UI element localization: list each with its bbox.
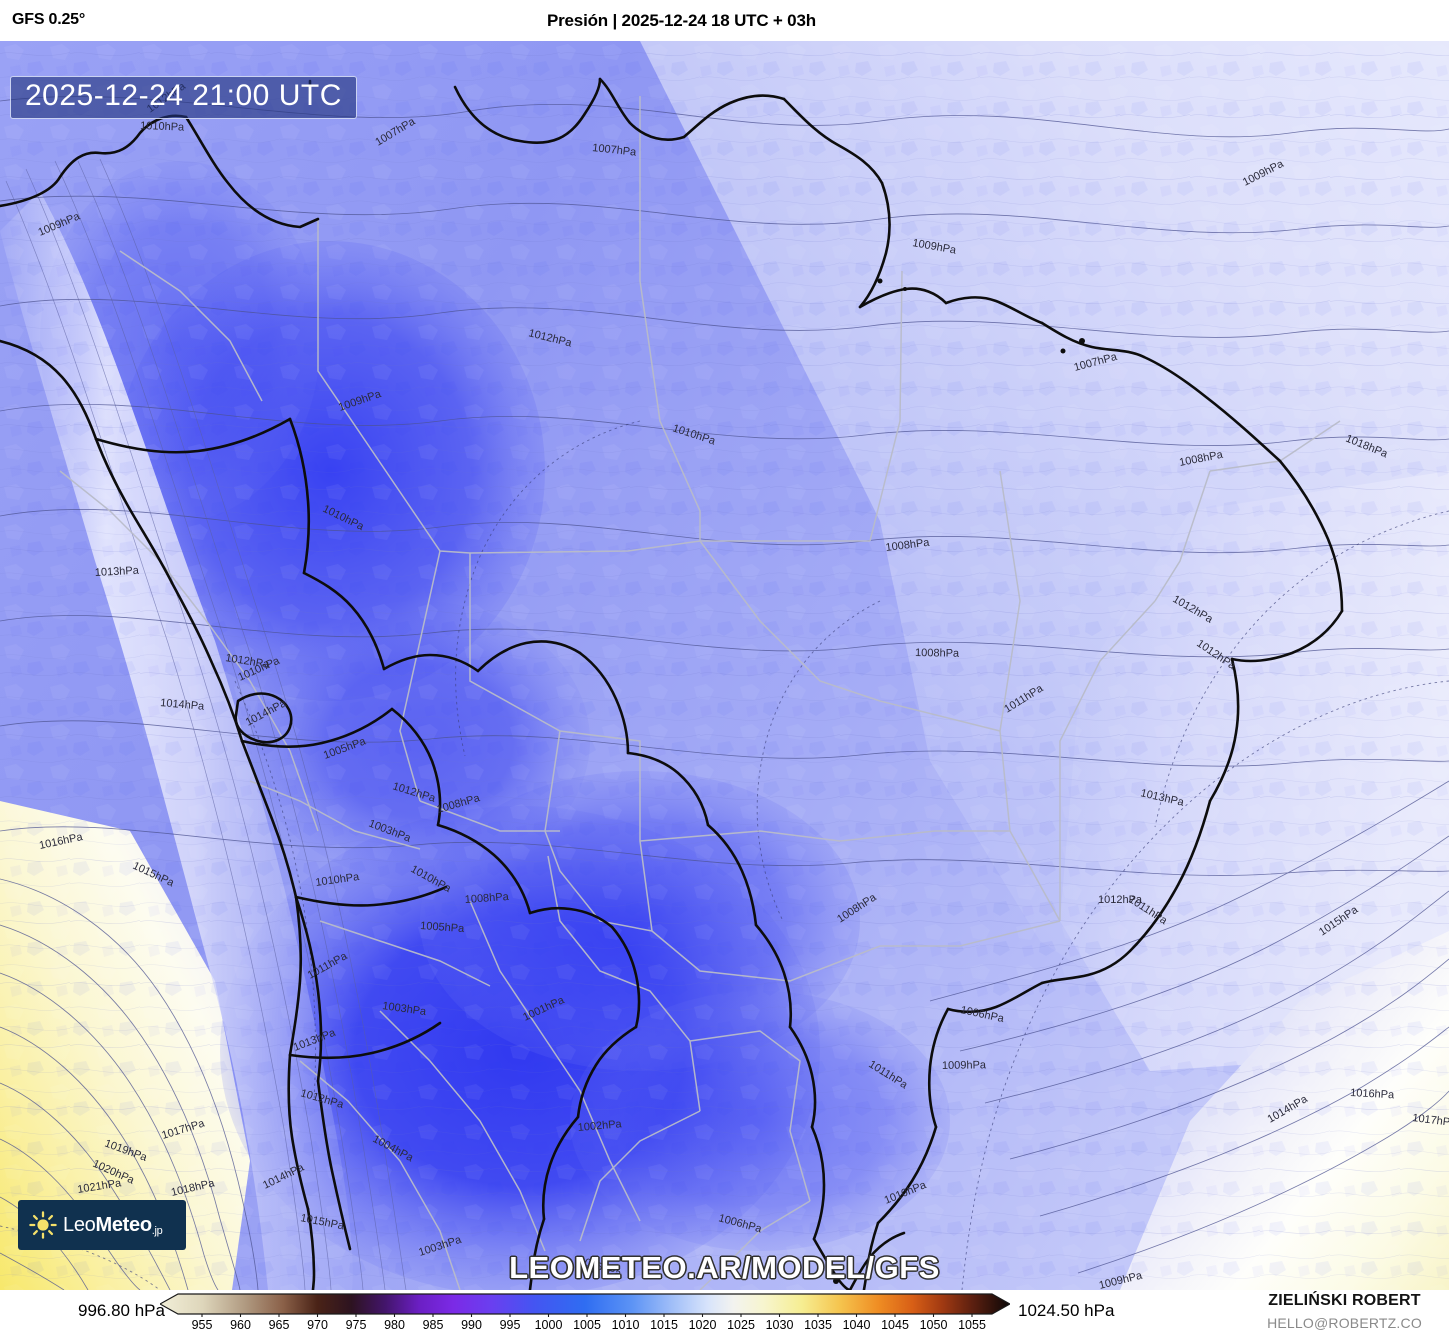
admin-boundaries — [59, 96, 1341, 1290]
colorbar-tick-label: 1040 — [842, 1318, 871, 1332]
colorbar-tick-label: 955 — [191, 1318, 213, 1332]
logo-text: LeoMeteo.jp — [63, 1214, 163, 1237]
isobar-lines-dotted — [0, 420, 1449, 1290]
colorbar-tick-label: 1005 — [573, 1318, 601, 1332]
colorbar-tick-label: 1015 — [650, 1318, 678, 1332]
logo-name-bold: Meteo — [95, 1213, 152, 1236]
island-detail — [833, 278, 1085, 1284]
colorbar-tick-label: 970 — [307, 1318, 328, 1332]
coastline-and-borders — [0, 77, 1344, 1290]
logo-tld: .jp — [151, 1224, 163, 1237]
colorbar-tick-label: 975 — [345, 1318, 367, 1332]
colorbar-tick-label: 985 — [422, 1318, 444, 1332]
colorbar-tick-label: 1050 — [919, 1318, 948, 1332]
contour-texture — [0, 41, 1449, 1290]
contour-label: 1014hPa — [160, 697, 206, 713]
author-email: HELLO@ROBERTZ.CO — [1267, 1315, 1422, 1331]
contour-label: 1016hPa — [1350, 1087, 1395, 1101]
colorbar-tick-label: 980 — [384, 1318, 405, 1332]
colorbar-tick-label: 960 — [230, 1318, 251, 1332]
contour-label: 1017hPa — [1412, 1112, 1449, 1129]
header-bar: GFS 0.25° Presión | 2025-12-24 18 UTC + … — [0, 0, 1449, 41]
contour-label: 1008hPa — [915, 647, 960, 660]
colorbar-min-label: 996.80 hPa — [78, 1301, 165, 1320]
colorbar-tick-label: 1025 — [727, 1318, 755, 1332]
colorbar-tick-label: 965 — [268, 1318, 290, 1332]
colorbar-tick-label: 1055 — [958, 1318, 986, 1332]
colorbar-tick-label: 1030 — [765, 1318, 794, 1332]
pressure-map[interactable]: 1012hPa1010hPa1007hPa1007hPa1009hPa1009h… — [0, 41, 1449, 1290]
colorbar-tick-label: 1010 — [611, 1318, 640, 1332]
colorbar-tick-label: 1045 — [881, 1318, 909, 1332]
map-canvas: 1012hPa1010hPa1007hPa1007hPa1009hPa1009h… — [0, 41, 1449, 1290]
contour-label: 1013hPa — [95, 565, 140, 579]
colorbar-tick-label: 995 — [499, 1318, 521, 1332]
contour-label: 1010hPa — [140, 120, 185, 134]
footer-bar: 996.80 hPa 1024.50 hPa 955 960 965 970 975 98… — [0, 1290, 1449, 1338]
author-name: ZIELIŃSKI ROBERT — [1268, 1292, 1421, 1309]
sun-icon — [29, 1211, 57, 1239]
credits-block: ZIELIŃSKI ROBERT HELLO@ROBERTZ.CO — [1240, 1292, 1449, 1331]
colorbar-tick-label: 1000 — [534, 1318, 563, 1332]
page-title: Presión | 2025-12-24 18 UTC + 03h — [547, 11, 816, 30]
model-label: GFS 0.25° — [12, 11, 86, 28]
contour-label: 1008hPa — [464, 891, 510, 906]
colorbar-tick-label: 1020 — [688, 1318, 717, 1332]
contour-label: 1007hPa — [592, 142, 638, 159]
contour-label: 1008hPa — [885, 537, 931, 554]
contour-label: 1005hPa — [420, 920, 466, 935]
colorbar-max-label: 1024.50 hPa — [1018, 1301, 1115, 1320]
leometeo-logo[interactable]: LeoMeteo.jp — [18, 1200, 186, 1250]
colorbar-tick-label: 1035 — [804, 1318, 832, 1332]
colorbar-gradient — [160, 1293, 1010, 1317]
timestamp-label: 2025-12-24 21:00 UTC — [10, 76, 357, 120]
isobar-lines-andes — [5, 158, 407, 1290]
contour-label: 1009hPa — [942, 1059, 987, 1072]
contour-label: 1002hPa — [577, 1118, 623, 1134]
logo-name-light: Leo — [63, 1213, 96, 1236]
contour-label: 1012hPa — [1098, 894, 1143, 906]
colorbar[interactable]: 955 960 965 970 975 980 985 990 995 1000 1005 1010 1… — [160, 1291, 1010, 1335]
colorbar-tick-label: 990 — [461, 1318, 482, 1332]
